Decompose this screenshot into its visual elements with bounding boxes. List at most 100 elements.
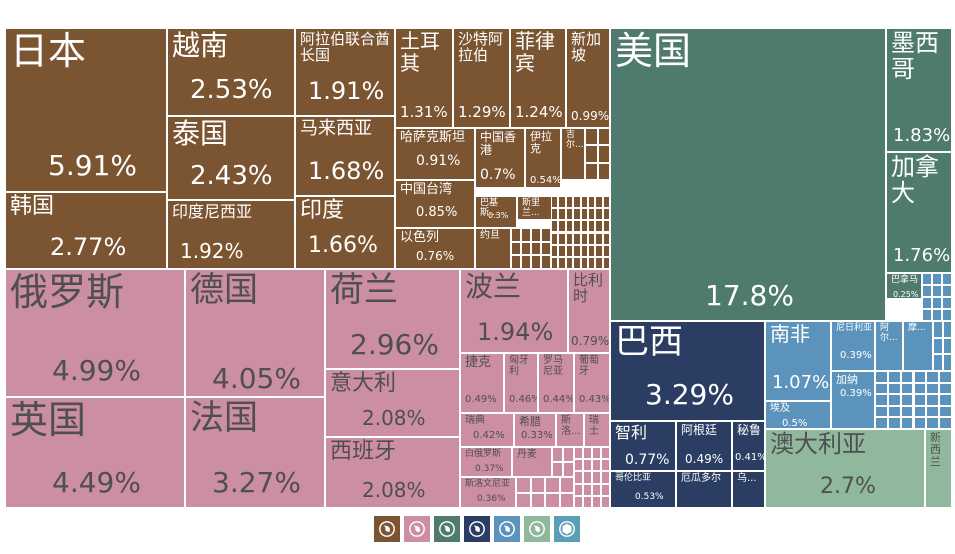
cell-au[interactable]: 澳大利亚 2.7% bbox=[765, 429, 925, 508]
small-tile[interactable] bbox=[558, 256, 566, 269]
small-tile[interactable] bbox=[551, 256, 559, 269]
cell-co[interactable]: 哥伦比亚 0.53% bbox=[610, 471, 676, 508]
small-tile[interactable] bbox=[580, 208, 588, 221]
small-tile[interactable] bbox=[942, 273, 952, 285]
small-tile[interactable] bbox=[922, 297, 932, 309]
small-tile[interactable] bbox=[595, 196, 603, 209]
small-tile[interactable] bbox=[511, 228, 521, 242]
small-tile[interactable] bbox=[565, 244, 574, 257]
small-tile[interactable] bbox=[602, 220, 610, 233]
cell-pt[interactable]: 葡萄牙 0.43% bbox=[574, 353, 610, 413]
small-tile[interactable] bbox=[545, 492, 560, 508]
cell-cl[interactable]: 智利 0.77% bbox=[610, 421, 676, 471]
small-tile[interactable] bbox=[926, 405, 940, 418]
small-tile[interactable] bbox=[601, 471, 610, 484]
small-tile[interactable] bbox=[521, 241, 531, 256]
small-tile[interactable] bbox=[601, 459, 610, 472]
small-tile[interactable] bbox=[580, 256, 588, 269]
small-tile[interactable] bbox=[939, 405, 952, 418]
small-tile[interactable] bbox=[933, 337, 943, 355]
small-tile[interactable] bbox=[601, 483, 610, 496]
cell-fr[interactable]: 法国 3.27% bbox=[185, 397, 325, 508]
small-tile[interactable] bbox=[559, 477, 574, 493]
small-tile[interactable] bbox=[563, 462, 574, 477]
small-tile[interactable] bbox=[875, 417, 888, 429]
small-tile[interactable] bbox=[942, 354, 952, 371]
small-tile[interactable] bbox=[926, 417, 940, 429]
small-tile[interactable] bbox=[573, 220, 581, 233]
cell-jd[interactable]: 约旦 bbox=[475, 228, 511, 269]
small-tile[interactable] bbox=[511, 241, 521, 256]
small-tile[interactable] bbox=[574, 495, 583, 508]
north-america-icon[interactable] bbox=[434, 516, 460, 542]
small-tile[interactable] bbox=[580, 244, 588, 257]
cell-saudi[interactable]: 沙特阿拉伯 1.29% bbox=[453, 28, 510, 128]
small-tile[interactable] bbox=[939, 417, 952, 429]
small-tile[interactable] bbox=[574, 483, 583, 496]
cell-us[interactable]: 美国 17.8% bbox=[610, 28, 886, 321]
cell-mo[interactable]: 摩... bbox=[903, 321, 933, 371]
cell-hu[interactable]: 匈牙利 0.46% bbox=[504, 353, 538, 413]
small-tile[interactable] bbox=[926, 371, 940, 383]
small-tile[interactable] bbox=[602, 256, 610, 269]
small-tile[interactable] bbox=[565, 220, 574, 233]
small-tile[interactable] bbox=[587, 220, 596, 233]
cell-nz[interactable]: 新西兰 bbox=[925, 429, 952, 508]
small-tile[interactable] bbox=[597, 128, 610, 146]
small-tile[interactable] bbox=[900, 371, 914, 383]
small-tile[interactable] bbox=[597, 162, 610, 180]
small-tile[interactable] bbox=[516, 477, 531, 493]
small-tile[interactable] bbox=[552, 447, 563, 462]
cell-eg[interactable]: 埃及 0.5% bbox=[765, 401, 831, 429]
small-tile[interactable] bbox=[932, 285, 942, 297]
cell-sa[interactable]: 阿拉伯联合酋长国 1.91% bbox=[295, 28, 395, 116]
small-tile[interactable] bbox=[595, 208, 603, 221]
cell-gr[interactable]: 希腊 0.33% bbox=[514, 413, 556, 447]
small-tile[interactable] bbox=[574, 447, 583, 460]
small-tile[interactable] bbox=[926, 394, 940, 406]
small-tile[interactable] bbox=[558, 220, 566, 233]
small-tile[interactable] bbox=[583, 495, 592, 508]
cell-ar[interactable]: 阿根廷 0.49% bbox=[676, 421, 732, 471]
small-tile[interactable] bbox=[926, 382, 940, 395]
small-tile[interactable] bbox=[933, 354, 943, 371]
cell-hk[interactable]: 中国香港 0.7% bbox=[475, 128, 525, 188]
cell-es[interactable]: 西班牙 2.08% bbox=[325, 437, 460, 508]
small-tile[interactable] bbox=[587, 208, 596, 221]
small-tile[interactable] bbox=[592, 495, 601, 508]
cell-nl[interactable]: 荷兰 2.96% bbox=[325, 269, 460, 369]
small-tile[interactable] bbox=[942, 285, 952, 297]
small-tile[interactable] bbox=[551, 244, 559, 257]
cell-dk[interactable]: 丹麦 bbox=[512, 447, 552, 477]
cell-ph[interactable]: 菲律宾 1.24% bbox=[510, 28, 566, 128]
cell-it[interactable]: 意大利 2.08% bbox=[325, 369, 460, 437]
cell-vn[interactable]: 越南 2.53% bbox=[167, 28, 295, 116]
small-tile[interactable] bbox=[574, 471, 583, 484]
small-tile[interactable] bbox=[932, 273, 942, 285]
small-tile[interactable] bbox=[580, 196, 588, 209]
small-tile[interactable] bbox=[922, 285, 932, 297]
cell-de[interactable]: 德国 4.05% bbox=[185, 269, 325, 397]
small-tile[interactable] bbox=[531, 255, 541, 269]
cell-pa[interactable]: 巴拿马 0.25% bbox=[886, 273, 922, 299]
small-tile[interactable] bbox=[583, 471, 592, 484]
small-tile[interactable] bbox=[587, 244, 596, 257]
small-tile[interactable] bbox=[516, 492, 531, 508]
small-tile[interactable] bbox=[875, 394, 888, 406]
small-tile[interactable] bbox=[602, 232, 610, 245]
small-tile[interactable] bbox=[573, 256, 581, 269]
small-tile[interactable] bbox=[558, 232, 566, 245]
cell-ji[interactable]: 吉尔... bbox=[561, 128, 585, 180]
small-tile[interactable] bbox=[939, 394, 952, 406]
small-tile[interactable] bbox=[583, 459, 592, 472]
small-tile[interactable] bbox=[932, 297, 942, 309]
small-tile[interactable] bbox=[922, 273, 932, 285]
small-tile[interactable] bbox=[913, 382, 927, 395]
small-tile[interactable] bbox=[541, 228, 551, 242]
small-tile[interactable] bbox=[530, 477, 545, 493]
cell-il[interactable]: 以色列 0.76% bbox=[395, 228, 475, 269]
small-tile[interactable] bbox=[887, 371, 901, 383]
small-tile[interactable] bbox=[592, 471, 601, 484]
small-tile[interactable] bbox=[602, 208, 610, 221]
cell-br[interactable]: 巴西 3.29% bbox=[610, 321, 765, 421]
